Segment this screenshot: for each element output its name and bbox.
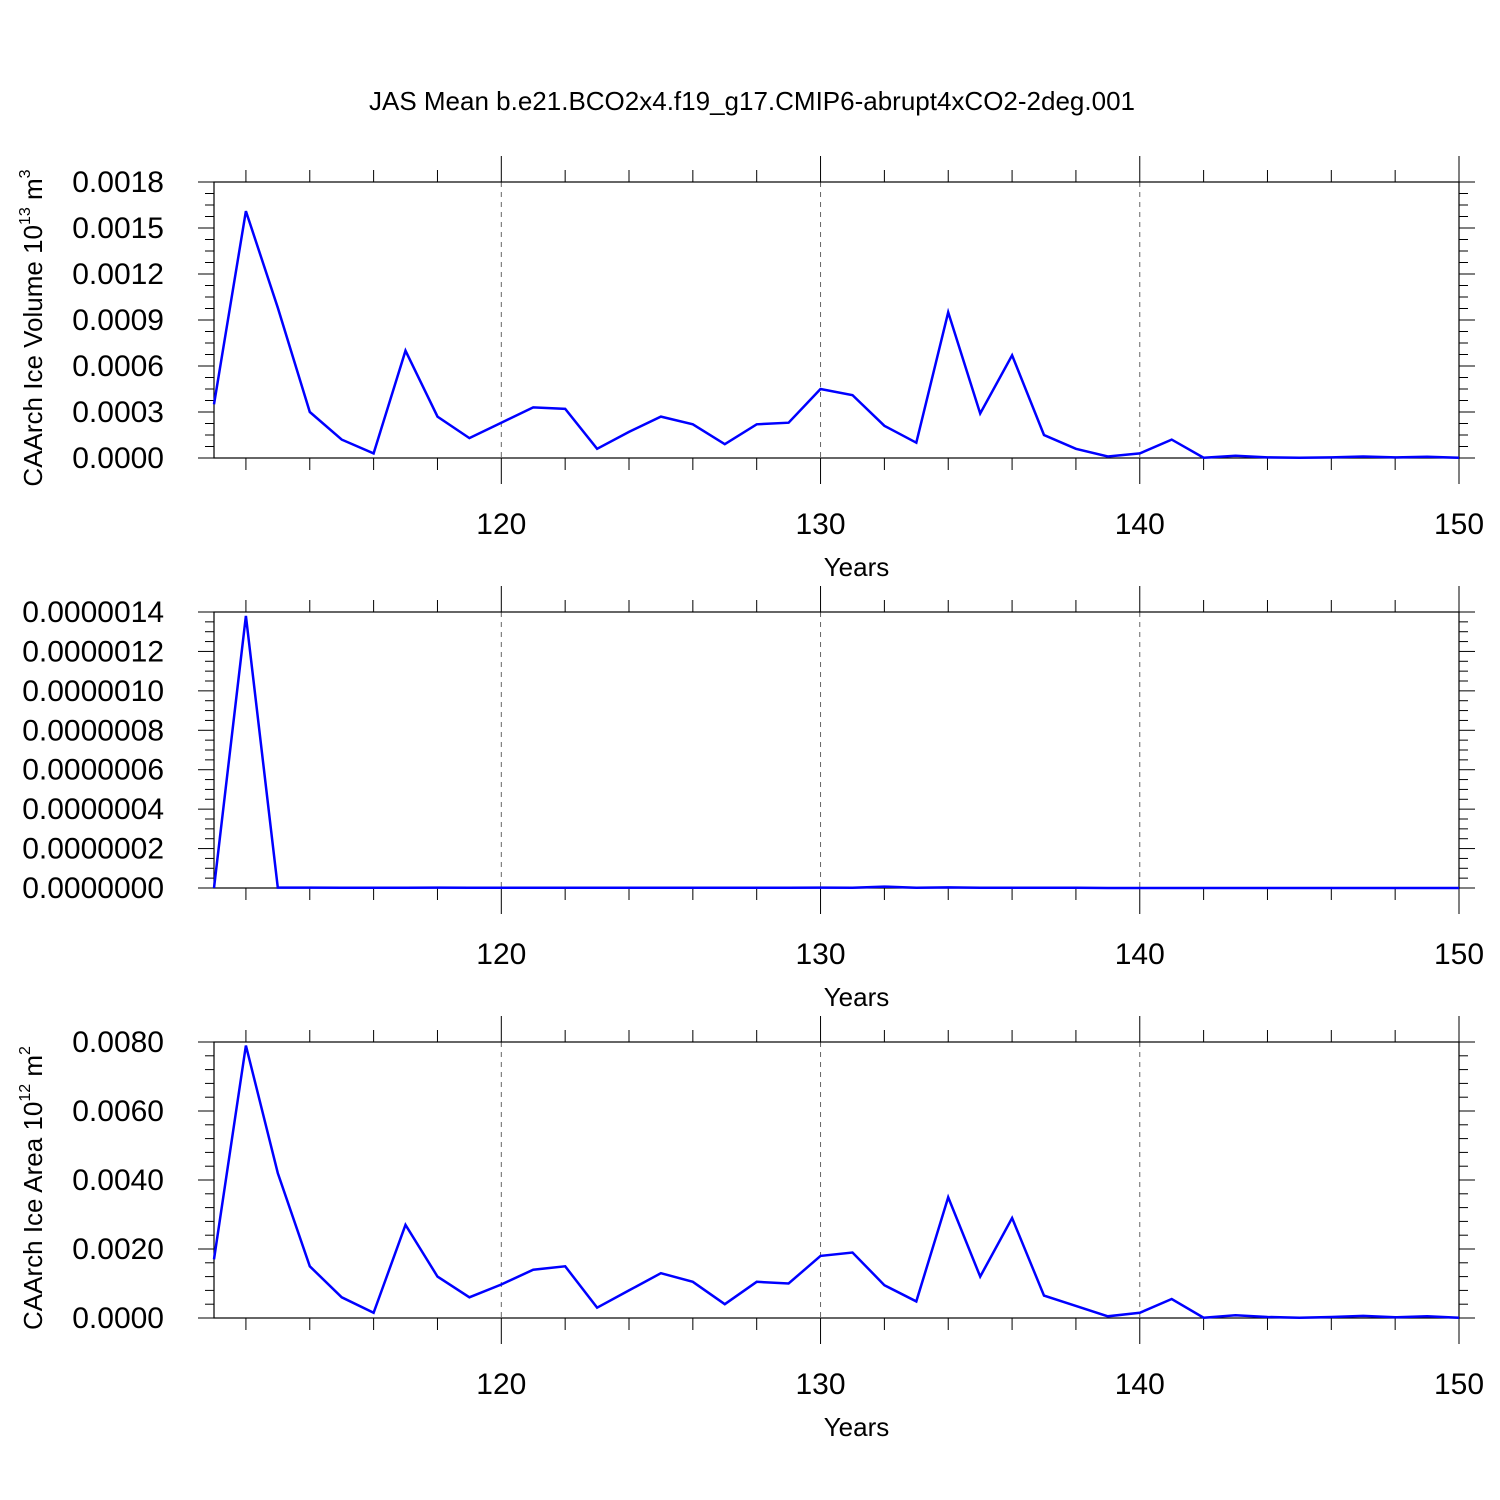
y-tick-label: 0.0040	[72, 1164, 164, 1197]
y-tick-label: 0.0012	[72, 258, 164, 291]
y-axis-title-text: CAArch Ice Volume 10	[18, 225, 48, 487]
series-line	[212, 210, 1460, 459]
y-tick-label: 0.0006	[72, 350, 164, 383]
y-tick-label: 0.0000014	[22, 596, 164, 629]
y-tick-label: 0.0000010	[22, 675, 164, 708]
x-tick-label: 140	[1115, 938, 1165, 971]
chart-panels: 0.0000 0.0003 0.0006 0.0009 0.0012 0.0015 0.00…	[17, 156, 1484, 1442]
y-axis-title-unit-exponent: 2	[17, 1046, 34, 1055]
plot-frame	[213, 1041, 1460, 1319]
plot-frame	[213, 181, 1460, 459]
panel-1: 0.0000 0.0003 0.0006 0.0009 0.0012 0.0015 0.00…	[17, 156, 1484, 582]
y-axis-title-unit: m	[18, 1055, 48, 1084]
panel-2: 0.0000000 0.0000002 0.0000004 0.0000006 0.00…	[22, 586, 1484, 1012]
series-line	[212, 1045, 1460, 1319]
y-tick-label: 0.0060	[72, 1095, 164, 1128]
y-tick-label: 0.0009	[72, 304, 164, 337]
x-tick-label: 150	[1434, 508, 1484, 541]
series-line	[212, 615, 1459, 890]
x-tick-label: 140	[1115, 1368, 1165, 1401]
x-axis-title: Years	[824, 552, 890, 582]
y-tick-label: 0.0003	[72, 396, 164, 429]
x-tick-label: 150	[1434, 938, 1484, 971]
x-tick-label: 120	[476, 1368, 526, 1401]
x-tick-label: 130	[796, 938, 846, 971]
y-axis-title-exponent: 13	[17, 207, 34, 225]
y-axis-title-unit-exponent: 3	[17, 169, 34, 178]
x-tick-label: 140	[1115, 508, 1165, 541]
x-tick-label: 130	[796, 508, 846, 541]
y-tick-label: 0.0080	[72, 1026, 164, 1059]
y-axis-title: CAArch Ice Area 1012 m2	[17, 1046, 48, 1330]
y-tick-label: 0.0000000	[22, 872, 164, 905]
x-tick-label: 120	[476, 938, 526, 971]
y-tick-label: 0.0000004	[22, 793, 164, 826]
y-axis-title-exponent: 12	[17, 1084, 34, 1102]
panel-3: 0.0000 0.0020 0.0040 0.0060 0.0080 120 130 140 1…	[17, 1016, 1484, 1442]
y-tick-label: 0.0000	[72, 1302, 164, 1335]
y-tick-label: 0.0015	[72, 212, 164, 245]
x-tick-label: 150	[1434, 1368, 1484, 1401]
y-tick-label: 0.0000	[72, 442, 164, 475]
chart-title: JAS Mean b.e21.BCO2x4.f19_g17.CMIP6-abru…	[369, 86, 1135, 116]
x-tick-label: 120	[476, 508, 526, 541]
y-axis-title-text: CAArch Ice Area 10	[18, 1102, 48, 1330]
x-axis-title: Years	[824, 1412, 890, 1442]
y-tick-label: 0.0000008	[22, 714, 164, 747]
y-tick-label: 0.0018	[72, 166, 164, 199]
x-axis-title: Years	[824, 982, 890, 1012]
y-tick-label: 0.0000006	[22, 754, 164, 787]
y-axis-title-unit: m	[18, 178, 48, 207]
y-axis-title: CAArch Ice Volume 1013 m3	[17, 169, 48, 486]
x-tick-label: 130	[796, 1368, 846, 1401]
y-tick-label: 0.0000002	[22, 833, 164, 866]
plot-frame	[213, 611, 1460, 889]
y-tick-label: 0.0000012	[22, 635, 164, 668]
y-tick-label: 0.0020	[72, 1233, 164, 1266]
